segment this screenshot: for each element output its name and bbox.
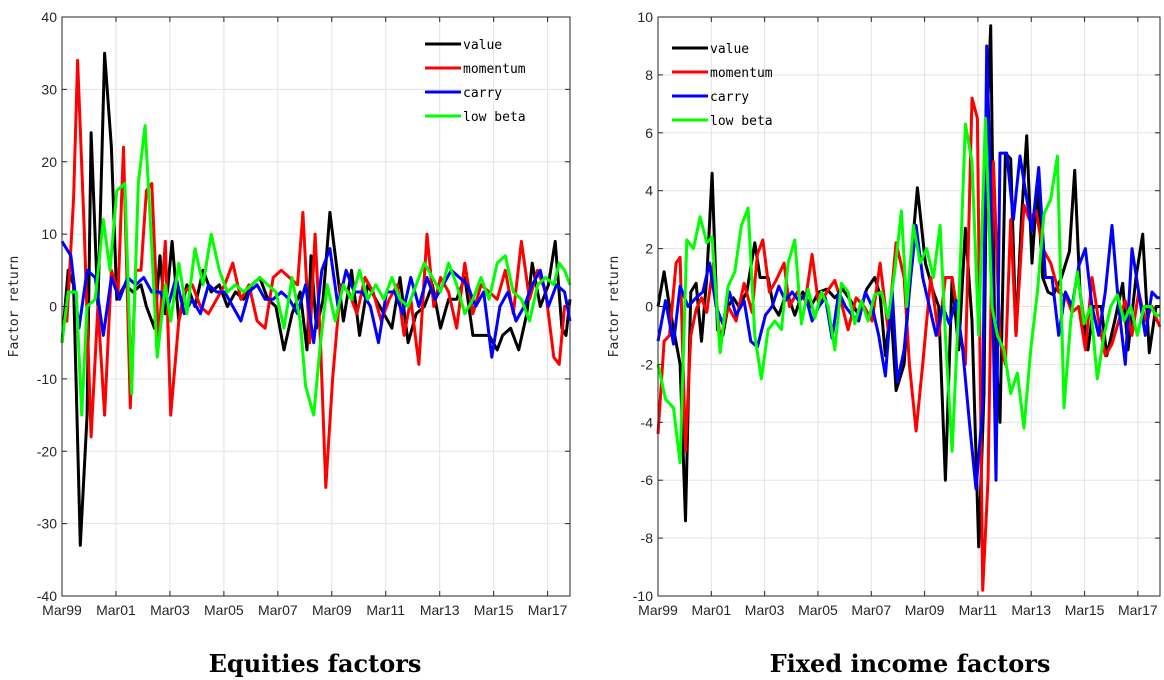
x-tick-label: Mar15 (474, 602, 514, 618)
equities-factors-panel: -40 -30 -20 -10 0 10 20 30 40 Mar99 Mar01 Mar03 Mar0… (7, 9, 572, 678)
x-tick-label: Mar03 (150, 602, 190, 618)
x-tick-label: Mar99 (638, 602, 678, 618)
y-tick-label: 10 (637, 9, 653, 25)
y-tick-label: 4 (645, 183, 653, 199)
x-tick-label: Mar13 (1011, 602, 1051, 618)
legend-label: low beta (710, 114, 773, 129)
x-tick-label: Mar17 (528, 602, 568, 618)
x-tick-label: Mar17 (1118, 602, 1158, 618)
series-line-value (656, 24, 1160, 549)
legend-label: value (463, 38, 502, 53)
y-tick-label: -8 (641, 530, 654, 546)
y-tick-label: -20 (37, 443, 57, 459)
x-tick-label: Mar01 (96, 602, 136, 618)
legend-label: low beta (463, 110, 526, 125)
y-axis-label: Factor return (7, 256, 22, 358)
y-tick-label: 8 (645, 67, 653, 83)
legend: value momentum carry low beta (672, 42, 773, 129)
legend-label: carry (710, 90, 749, 105)
y-tick-label: 0 (645, 299, 653, 315)
legend-label: value (710, 42, 749, 57)
x-tick-label: Mar07 (258, 602, 298, 618)
x-tick-label: Mar09 (312, 602, 352, 618)
series-line-carry (60, 240, 572, 359)
x-tick-label: Mar07 (851, 602, 891, 618)
x-tick-label: Mar05 (204, 602, 244, 618)
y-tick-label: -2 (641, 356, 654, 372)
legend-label: momentum (463, 62, 526, 77)
y-tick-label: 40 (41, 9, 57, 25)
y-tick-label: 30 (41, 81, 57, 97)
y-tick-label: 0 (49, 299, 57, 315)
y-tick-label: -10 (37, 371, 57, 387)
legend-label: momentum (710, 66, 773, 81)
x-tick-label: Mar03 (745, 602, 785, 618)
x-tick-label: Mar09 (905, 602, 945, 618)
panel-caption: Equities factors (209, 649, 422, 678)
y-axis-label: Factor return (607, 256, 622, 358)
y-tick-label: -10 (633, 588, 653, 604)
y-tick-label: 2 (645, 241, 653, 257)
y-tick-label: 6 (645, 125, 653, 141)
legend-label: carry (463, 86, 502, 101)
x-tick-label: Mar99 (42, 602, 82, 618)
legend: value momentum carry low beta (425, 38, 526, 125)
y-tick-label: -4 (641, 414, 654, 430)
x-tick-label: Mar15 (1065, 602, 1105, 618)
series-line-low-beta (60, 124, 572, 417)
panel-caption: Fixed income factors (770, 649, 1051, 678)
x-tick-label: Mar05 (798, 602, 838, 618)
y-tick-label: -6 (641, 472, 654, 488)
series-line-momentum (656, 96, 1162, 592)
y-tick-label: -40 (37, 588, 57, 604)
fixed-income-factors-panel: -10 -8 -6 -4 -2 0 2 4 6 8 10 Mar99 Mar01 Mar03 Mar05 Ma… (607, 9, 1162, 678)
y-tick-label: 20 (41, 154, 57, 170)
y-tick-label: -30 (37, 516, 57, 532)
series-line-value (60, 51, 572, 547)
x-tick-label: Mar01 (691, 602, 731, 618)
x-tick-label: Mar11 (959, 602, 998, 618)
y-tick-label: 10 (41, 226, 57, 242)
x-tick-label: Mar11 (366, 602, 405, 618)
series-line-low-beta (656, 116, 1160, 465)
x-tick-label: Mar13 (420, 602, 460, 618)
